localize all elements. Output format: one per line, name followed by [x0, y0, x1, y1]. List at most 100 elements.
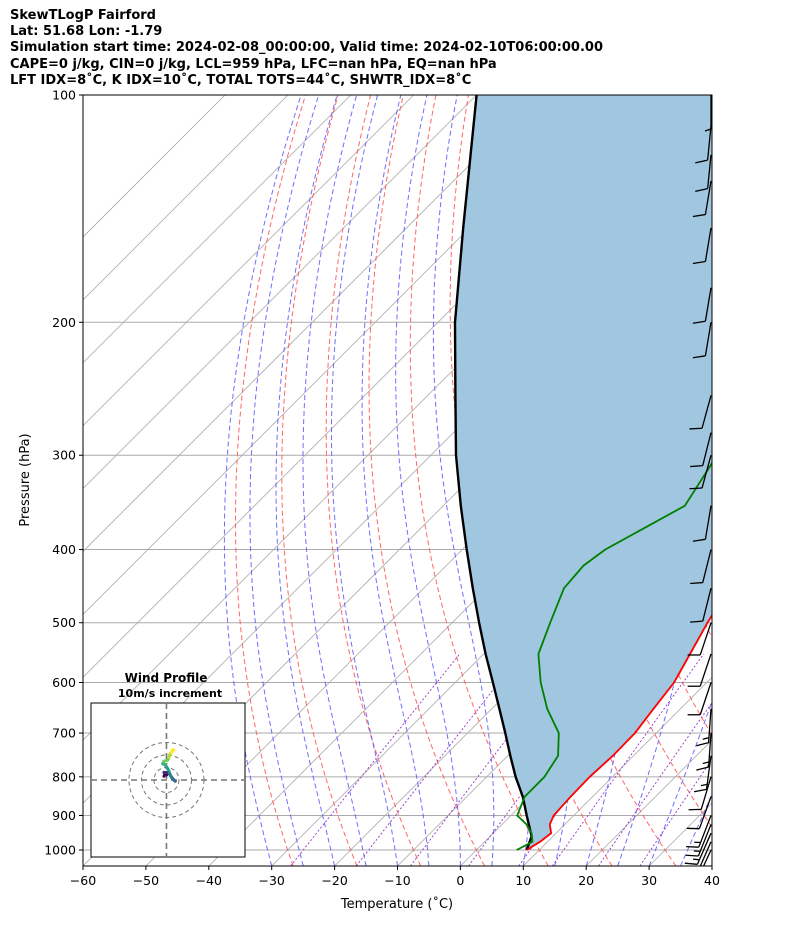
x-tick-label: 20	[578, 873, 594, 888]
wind-barb-staff	[698, 815, 712, 848]
wind-barb-flag	[690, 464, 703, 468]
wind-barb	[689, 395, 712, 430]
parcel-temperature-shade	[455, 95, 712, 850]
wind-barb	[692, 227, 712, 265]
y-tick-label: 700	[52, 726, 76, 741]
wind-barb-flag	[684, 862, 698, 865]
chart-header: SkewTLogP Fairford Lat: 51.68 Lon: -1.79…	[10, 8, 603, 89]
wind-barb-staff	[699, 841, 712, 866]
axes: −60 −50 −40 −30 −20 −10 0 10 20 30 40 1000 900 800 700…	[44, 88, 720, 889]
x-tick-label: 0	[456, 873, 464, 888]
wind-barb-staff	[705, 755, 712, 790]
wind-barb-flag	[692, 538, 706, 542]
x-tick-label: −50	[133, 873, 159, 888]
y-tick-label: 200	[52, 315, 76, 330]
wind-barb	[692, 322, 712, 359]
wind-barb	[693, 755, 712, 793]
wind-barb-flag	[686, 845, 699, 848]
wind-barb-flag	[696, 742, 709, 747]
y-tick-label: 1000	[44, 843, 76, 858]
wind-barb	[695, 126, 712, 164]
isotherm-line	[83, 95, 540, 553]
plot-area	[83, 95, 794, 866]
isotherm-line	[523, 676, 712, 866]
dry-adiabat-line	[368, 95, 485, 866]
wind-barb	[687, 653, 712, 687]
wind-barb	[687, 682, 712, 716]
wind-barb-staff	[702, 588, 712, 622]
hodograph-plot	[91, 703, 245, 857]
wind-barb-flag	[692, 260, 706, 265]
hodograph-inset	[90, 702, 246, 858]
wind-barb-staff	[702, 849, 712, 866]
dry-adiabat-line	[325, 95, 422, 866]
wind-barb	[686, 815, 712, 848]
moist-adiabat-line	[680, 793, 712, 866]
wind-barb	[695, 154, 712, 193]
wind-barb	[688, 776, 712, 811]
moist-adiabat-line	[249, 95, 320, 866]
wind-barb	[686, 796, 712, 830]
simulation-time-text: Simulation start time: 2024-02-08_00:00:…	[10, 40, 603, 56]
mixing-ratio-line	[290, 653, 461, 866]
wind-barb-staff	[702, 549, 712, 583]
wind-barb-flag	[685, 854, 699, 857]
mixing-ratio-line	[639, 758, 712, 866]
y-tick-label: 800	[52, 769, 76, 784]
x-tick-label: −30	[259, 873, 285, 888]
wind-barb-staff	[706, 126, 712, 161]
wind-barb-half-flag	[702, 761, 710, 765]
moist-adiabat-line	[648, 699, 712, 866]
parcel-profile-line	[453, 95, 533, 851]
wind-barb-half-flag	[704, 128, 712, 132]
dry-adiabat-line	[762, 95, 794, 866]
moist-adiabat-line	[275, 95, 338, 866]
hodograph-title: Wind Profile	[125, 671, 208, 685]
wind-barb-staff	[697, 824, 712, 857]
y-tick-label: 600	[52, 675, 76, 690]
wind-barb	[704, 95, 712, 132]
moist-adiabat-line	[744, 95, 794, 866]
x-tick-label: −20	[321, 873, 347, 888]
x-tick-label: 10	[515, 873, 531, 888]
isotherm-line	[711, 865, 712, 866]
wind-barb-staff	[698, 796, 712, 829]
wind-barb-flag	[695, 187, 708, 193]
mixing-ratio-line	[551, 653, 705, 866]
y-axis-label: Pressure (hPa)	[18, 433, 33, 526]
x-tick-label: 30	[641, 873, 657, 888]
x-tick-label: 40	[704, 873, 720, 888]
dry-adiabat-line	[729, 95, 794, 866]
y-tick-label: 100	[52, 88, 76, 103]
wind-barb-staff	[699, 622, 712, 656]
wind-barb-staff	[704, 287, 712, 322]
wind-barb	[690, 549, 712, 585]
wind-barb-flag	[692, 355, 706, 359]
wind-barb	[689, 455, 712, 490]
moist-adiabat-line	[331, 95, 398, 866]
wind-barb-half-flag	[700, 783, 708, 787]
mixing-ratio-line	[355, 653, 522, 866]
indices-text: LFT IDX=8˚C, K IDX=10˚C, TOTAL TOTS=44˚C…	[10, 72, 472, 88]
mixing-ratio-line	[598, 701, 712, 866]
wind-barb	[702, 849, 712, 866]
wind-barb-flag	[690, 620, 703, 623]
wind-barb	[690, 588, 712, 623]
wind-barb-flag	[693, 788, 707, 793]
wind-barb-staff	[699, 653, 712, 687]
dry-adiabat-line	[409, 95, 549, 866]
temperature-profile-line	[526, 613, 712, 851]
mixing-ratio-line	[468, 653, 627, 866]
dry-adiabat-line	[281, 95, 358, 866]
wind-barb-flag	[689, 427, 703, 430]
wind-barb-staff	[704, 505, 712, 540]
isotherm-line	[334, 488, 712, 866]
wind-barb-flag	[692, 213, 706, 218]
wind-barb	[685, 824, 712, 857]
wind-barb	[690, 432, 712, 468]
isotherm-line	[83, 95, 352, 364]
wind-barb-staff	[702, 432, 712, 466]
y-tick-label: 900	[52, 808, 76, 823]
isotherm-line	[83, 95, 477, 490]
wind-barb	[687, 622, 712, 656]
